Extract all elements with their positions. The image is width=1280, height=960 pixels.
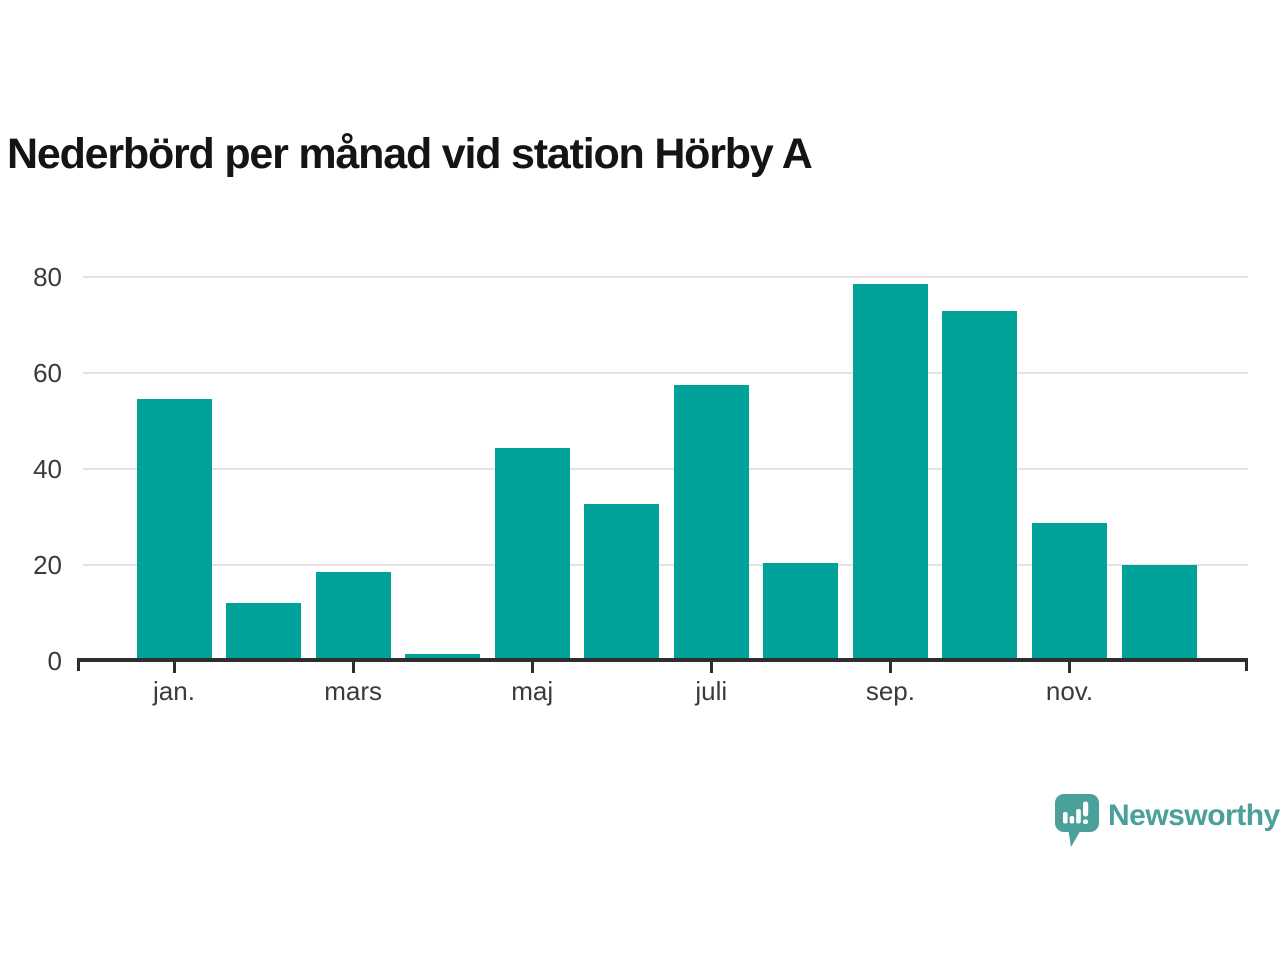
page-title: Nederbörd per månad vid station Hörby A (7, 130, 813, 178)
x-axis-label: sep. (865, 676, 915, 706)
x-tick-mark (1068, 662, 1071, 673)
x-tick-mark (172, 662, 176, 673)
bar (942, 311, 1017, 661)
bar (316, 572, 391, 661)
gridline (83, 372, 1248, 374)
bar (226, 603, 301, 661)
bar (584, 504, 659, 661)
bar (137, 399, 212, 661)
x-axis-label: jan. (153, 676, 195, 706)
bar (495, 448, 570, 661)
x-axis-line (77, 658, 1248, 662)
bar (1122, 565, 1197, 661)
x-tick-mark (888, 662, 892, 673)
y-axis-label: 60 (33, 358, 62, 388)
bar (674, 385, 749, 661)
x-axis-label: nov. (1045, 676, 1094, 706)
newsworthy-logo-text: Newsworthy (1108, 799, 1280, 832)
y-axis-label: 20 (33, 550, 62, 580)
y-axis-label: 80 (33, 262, 62, 292)
bar (763, 563, 838, 661)
x-tick-mark (351, 662, 355, 673)
gridline (83, 468, 1248, 470)
bar (853, 284, 928, 661)
bar (1032, 523, 1107, 661)
y-axis-label: 40 (33, 454, 62, 484)
x-axis-label: juli (695, 676, 728, 706)
x-tick-mark (530, 662, 534, 673)
newsworthy-speech-bubble-bar-chart-icon (1055, 794, 1099, 847)
newsworthy-logo: Newsworthy (1054, 793, 1280, 849)
x-axis-label: mars (324, 676, 382, 706)
x-axis-label: maj (511, 676, 554, 706)
y-axis-label: 0 (47, 646, 62, 676)
x-tick-mark (709, 662, 713, 673)
gridline (83, 564, 1248, 566)
gridline (83, 276, 1248, 278)
x-axis-endcap (1245, 658, 1248, 671)
x-axis-endcap (77, 658, 80, 671)
bar (405, 654, 480, 661)
